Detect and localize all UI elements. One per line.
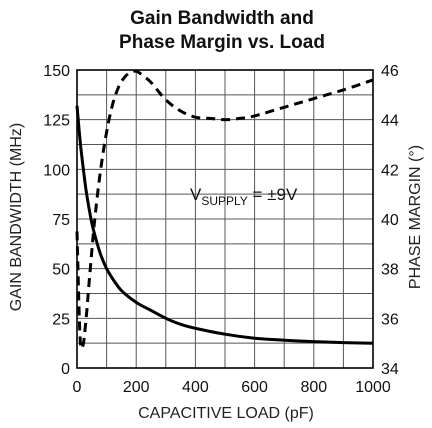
- x-tick-label: 400: [182, 379, 209, 396]
- left-y-tick-label: 25: [52, 311, 70, 328]
- chart-title-line1: Gain Bandwidth and: [130, 8, 314, 29]
- right-y-tick-label: 34: [381, 361, 399, 378]
- right-y-tick-label: 38: [381, 262, 399, 279]
- x-tick-label: 800: [300, 379, 327, 396]
- right-y-axis-label: PHASE MARGIN (°): [407, 145, 424, 289]
- ticks-layer: 0 200 400 600 800 1000 0 25 50 75 100 125 150 34 36 38 4…: [43, 63, 399, 396]
- x-tick-label: 1000: [355, 379, 391, 396]
- right-y-tick-label: 46: [381, 63, 399, 80]
- x-axis-label: CAPACITIVE LOAD (pF): [138, 405, 314, 422]
- left-y-axis-label: GAIN BANDWIDTH (MHz): [8, 123, 25, 311]
- x-tick-label: 600: [241, 379, 268, 396]
- right-y-tick-label: 44: [381, 113, 399, 130]
- grid: [77, 70, 373, 368]
- left-y-tick-label: 75: [52, 212, 70, 229]
- phase-margin-line: [75, 69, 374, 351]
- series-layer: [75, 69, 374, 351]
- plot-border: [76, 69, 374, 369]
- right-y-tick-label: 36: [381, 311, 399, 328]
- x-tick-label: 200: [123, 379, 150, 396]
- gain-bandwidth-line: [75, 105, 374, 345]
- left-y-tick-label: 125: [43, 113, 70, 130]
- left-y-tick-label: 100: [43, 162, 70, 179]
- left-y-tick-label: 0: [61, 361, 70, 378]
- annotation-prefix: V: [190, 185, 202, 204]
- right-y-tick-label: 42: [381, 162, 399, 179]
- supply-annotation: VSUPPLY = ±9V: [190, 185, 298, 208]
- chart-title-line2: Phase Margin vs. Load: [119, 32, 325, 53]
- left-y-tick-label: 150: [43, 63, 70, 80]
- annotation-subscript: SUPPLY: [201, 194, 247, 208]
- x-tick-label: 0: [73, 379, 82, 396]
- right-y-tick-label: 40: [381, 212, 399, 229]
- annotation-suffix: = ±9V: [248, 185, 298, 204]
- left-y-tick-label: 50: [52, 262, 70, 279]
